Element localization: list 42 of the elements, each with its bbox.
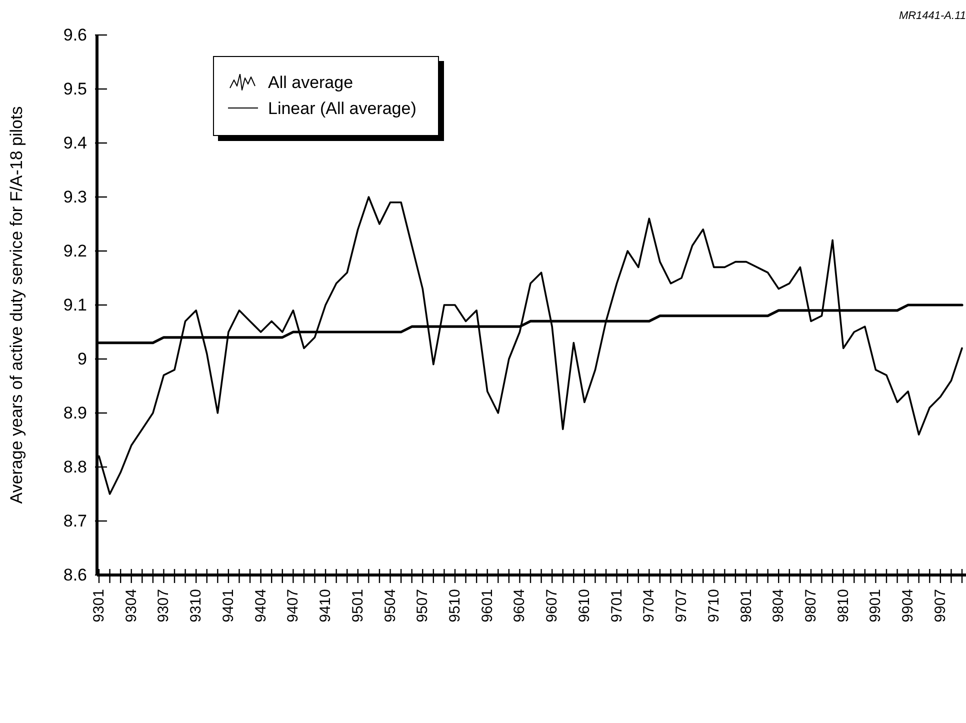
x-tick-label: 9810 [834,589,852,622]
x-tick-label: 9307 [155,589,172,622]
y-tick-label: 9.5 [63,80,87,98]
x-tick-label: 9907 [932,589,949,622]
x-tick-label: 9410 [317,589,334,622]
x-tick-label: 9401 [220,589,237,622]
x-tick-label: 9604 [511,589,528,622]
y-tick-label: 9.1 [63,296,87,314]
x-tick-label: 9601 [478,589,496,622]
x-tick-label: 9304 [122,589,140,622]
y-tick-label: 8.7 [63,512,87,530]
y-tick-label: 9.4 [63,134,87,152]
x-tick-label: 9801 [738,589,755,622]
y-tick-label: 9.3 [63,188,87,206]
y-tick-label: 8.8 [63,458,87,476]
x-tick-label: 9701 [608,589,626,622]
x-tick-label: 9510 [446,589,464,622]
legend-label: All average [268,73,354,93]
x-tick-label: 9610 [576,589,593,622]
x-tick-label: 9704 [640,589,658,622]
x-tick-label: 9504 [382,589,399,622]
x-tick-label: 9607 [544,589,561,622]
y-tick-label: 8.9 [63,404,87,422]
legend-label: Linear (All average) [268,99,416,119]
x-tick-label: 9301 [90,589,108,622]
x-tick-label: 9404 [252,589,270,622]
x-tick-label: 9904 [900,589,917,622]
y-tick-label: 9 [78,350,87,368]
x-tick-label: 9901 [867,589,884,622]
x-tick-label: 9707 [673,589,690,622]
x-tick-label: 9501 [349,589,366,622]
x-tick-label: 9507 [414,589,432,622]
x-tick-label: 9710 [705,589,722,622]
x-tick-label: 9310 [188,589,205,622]
x-tick-label: 9407 [284,589,302,622]
x-tick-label: 9807 [802,589,820,622]
y-tick-label: 8.6 [63,566,87,584]
y-tick-label: 9.2 [63,242,87,260]
y-axis-title: Average years of active duty service for F/A-18 pilots [7,106,26,504]
y-tick-label: 9.6 [63,26,87,44]
x-tick-label: 9804 [770,589,788,622]
text: MR1441-A.11 [898,10,966,22]
